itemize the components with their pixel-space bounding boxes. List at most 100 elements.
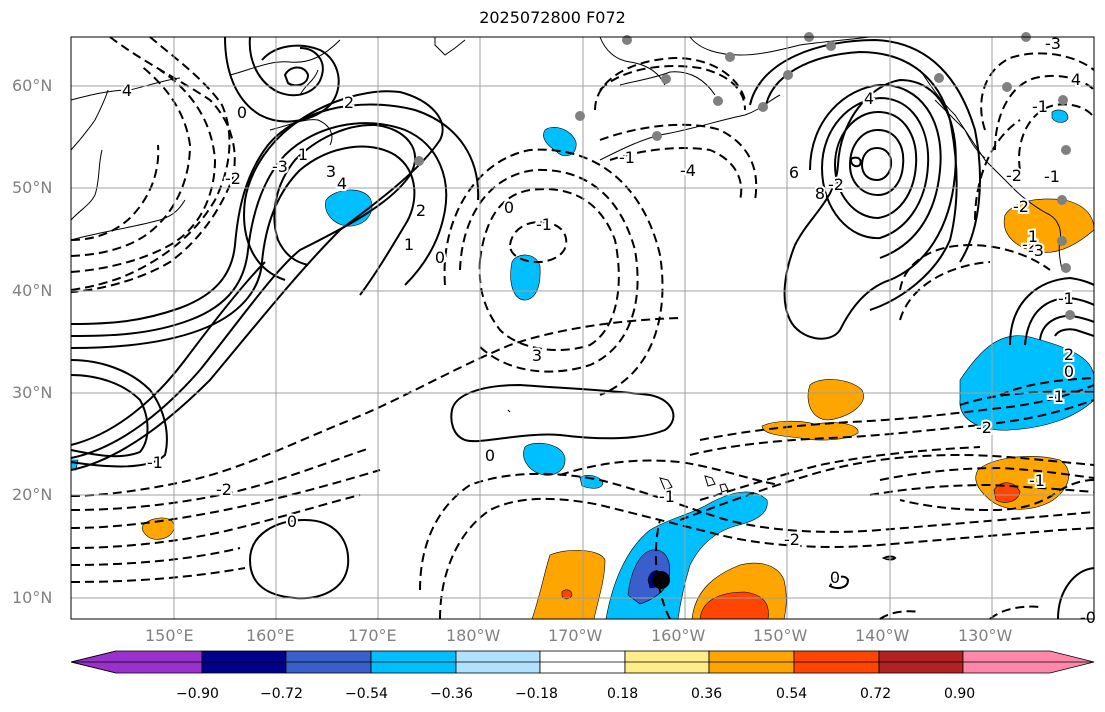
colorbar-tick-label: 0.54: [776, 686, 808, 702]
contour-label: 2: [1064, 345, 1074, 364]
lon-label: 160°E: [246, 626, 295, 645]
lon-label: 130°W: [958, 626, 1013, 645]
lat-label: 40°N: [12, 281, 53, 300]
contour-label: 3: [532, 346, 542, 365]
solid-contours: [70, 36, 1095, 620]
contour-label: -3: [272, 157, 288, 176]
contour-label: -4: [680, 161, 696, 180]
contour-label: 2: [416, 201, 426, 220]
contour-label: -2: [1022, 235, 1038, 254]
shade-orange-5: [141, 517, 175, 540]
contour-label: -1: [536, 215, 552, 234]
colorbar-tick-label: −0.54: [345, 686, 388, 702]
colorbar-tick-label: 0.90: [944, 686, 976, 702]
contour-label: -1: [659, 487, 675, 506]
station-marker: [1057, 195, 1067, 205]
contour-label: 2: [344, 93, 354, 112]
contour-label: 0: [830, 568, 840, 587]
contour-label: 0: [287, 512, 297, 531]
contour-label: -1: [147, 453, 163, 472]
shade-red-2: [699, 591, 769, 620]
contour-label: -2: [1006, 166, 1022, 185]
station-marker: [713, 96, 723, 106]
lon-label: 170°W: [548, 626, 603, 645]
colorbar-tick-label: −0.72: [260, 686, 303, 702]
lat-label: 30°N: [12, 383, 53, 402]
lon-label: 160°W: [651, 626, 706, 645]
lon-label: 150°E: [145, 626, 194, 645]
colorbar-tick-label: −0.90: [176, 686, 219, 702]
station-marker: [826, 41, 836, 51]
colorbar-tick-label: −0.18: [515, 686, 558, 702]
contour-label: -1: [1032, 97, 1048, 116]
map-border: [70, 36, 1095, 620]
contour-label: 4: [1071, 70, 1081, 89]
station-marker: [1002, 82, 1012, 92]
shade-blue-5: [579, 474, 604, 489]
dashed-contours: [70, 36, 1095, 620]
shade-red-1: [993, 482, 1021, 503]
shade-blue-7: [1051, 109, 1069, 123]
contour-label: -0: [1080, 608, 1096, 627]
lat-label: 60°N: [12, 76, 53, 95]
contour-label: 4: [337, 174, 347, 193]
lat-label: 10°N: [12, 588, 53, 607]
contour-label: 1: [298, 145, 308, 164]
shade-orange-6: [531, 549, 606, 620]
contour-label: 0: [435, 248, 445, 267]
colorbar-tick-label: 0.72: [860, 686, 892, 702]
contour-label: -2: [828, 175, 844, 194]
station-marker: [758, 102, 768, 112]
station-marker: [725, 52, 735, 62]
contour-label: -2: [225, 169, 241, 188]
contour-label: -3: [1028, 241, 1044, 260]
station-marker-black: [652, 571, 670, 589]
contour-label: -1: [1058, 289, 1074, 308]
lon-label: 140°W: [855, 626, 910, 645]
station-marker: [1065, 310, 1075, 320]
contour-label: -2: [216, 480, 232, 499]
lon-label: 180°W: [446, 626, 501, 645]
colorbar-tick-label: 0.36: [691, 686, 723, 702]
contour-label: 8: [815, 184, 825, 203]
shade-orange-3: [807, 379, 864, 421]
station-marker: [1057, 236, 1067, 246]
lat-label: 50°N: [12, 178, 53, 197]
contour-label: -1: [1029, 471, 1045, 490]
colorbar: [70, 650, 1095, 674]
contour-label: 4: [864, 89, 874, 108]
lon-label: 150°W: [753, 626, 808, 645]
lon-label: 170°E: [348, 626, 397, 645]
map-title: 2025072800 F072: [479, 8, 626, 27]
shade-orange-4: [761, 420, 859, 441]
coastlines: [70, 36, 1063, 493]
contour-label: 0: [1064, 362, 1074, 381]
contour-label: 6: [789, 163, 799, 182]
station-marker: [414, 156, 424, 166]
shade-blue-2: [543, 127, 577, 157]
contour-label: -2: [784, 530, 800, 549]
contour-label: -3: [1045, 34, 1061, 53]
station-marker: [1061, 145, 1071, 155]
station-marker: [934, 73, 944, 83]
contour-label: 4: [122, 81, 132, 100]
contour-label: -1: [619, 148, 635, 167]
graticule: [71, 37, 1094, 619]
contour-label: -2: [1013, 197, 1029, 216]
colorbar-tick-label: −0.36: [430, 686, 473, 702]
contour-label: -1: [1044, 167, 1060, 186]
station-marker: [1058, 95, 1068, 105]
station-marker: [661, 74, 671, 84]
station-marker: [575, 111, 585, 121]
contour-label: 1: [404, 235, 414, 254]
station-marker: [652, 131, 662, 141]
contour-label: 0: [237, 103, 247, 122]
contour-label: -1: [1048, 387, 1064, 406]
shading-anomalies: [70, 109, 1095, 620]
shade-blue-4: [523, 442, 566, 476]
contour-label: 1: [1028, 227, 1038, 246]
contour-label: 0: [485, 446, 495, 465]
